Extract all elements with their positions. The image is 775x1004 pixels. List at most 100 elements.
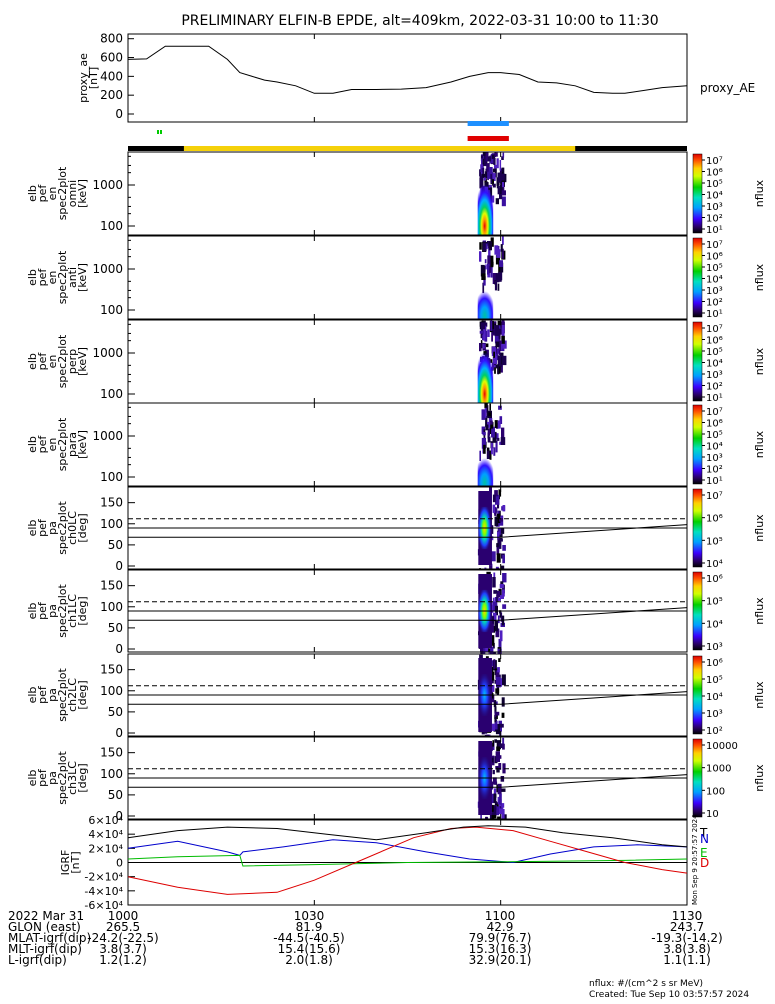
spec-y-label-line: spec2plot [56, 334, 69, 388]
footer-value: -19.3(-14.2) [651, 931, 722, 945]
pa-pixel [493, 788, 497, 798]
pa-pixel [502, 545, 506, 551]
spec-pixel [499, 416, 503, 424]
spec-y-label-line: para [66, 432, 79, 457]
spec-y-label-line: elb [26, 436, 39, 453]
footer-value: 3.8(3.7) [99, 942, 147, 956]
spec-pixel [479, 169, 483, 177]
footer-value: 81.9 [296, 920, 323, 934]
spec-pixel [498, 355, 503, 368]
pa-pixel [499, 584, 504, 589]
spec-cbar-label: 10⁶ [706, 168, 723, 179]
spec-y-label-line: spec2plot [56, 250, 69, 304]
pa-frame [127, 736, 688, 820]
spec-pixel [481, 437, 486, 449]
spec-cbar-label: 10¹ [706, 309, 723, 320]
spec-pixel [487, 255, 491, 267]
ae-y-tick-label: 600 [100, 51, 123, 65]
pa-frame [127, 653, 688, 737]
spec-pixel [490, 420, 493, 425]
pa-pixel [496, 543, 499, 548]
pa-y-label-line: ch1LC [66, 594, 79, 628]
pa-pixel [492, 814, 497, 819]
pa-pixel [502, 737, 505, 749]
pa-pixel [492, 597, 495, 602]
spec-frame [127, 235, 688, 320]
pa-y-label-line: elb [26, 520, 39, 537]
pa-y-label-line: pa [46, 688, 59, 702]
igrf-legend-T: T [699, 826, 708, 840]
pa-pixel [501, 674, 506, 686]
pa-pixel [496, 677, 501, 688]
pa-cbar-label: 10⁴ [706, 559, 723, 570]
spec-pixel [495, 273, 500, 283]
spec-pixel [493, 157, 496, 165]
pa-pixel [491, 723, 496, 731]
pa-pixel [496, 553, 501, 563]
spec-pixel [493, 447, 496, 456]
pa-pixel [492, 777, 497, 785]
pa-pixel [496, 746, 500, 752]
pa-loss-cone-line [128, 691, 688, 705]
pa-pixel [498, 489, 502, 497]
spec-flux-region [477, 284, 494, 319]
pa-pixel [498, 638, 502, 649]
spec-pixel [479, 251, 482, 262]
spec-pixel [488, 265, 492, 273]
pa-y-tick-label: 150 [100, 746, 123, 760]
pa-pixel [490, 646, 494, 654]
pa-y-label-line: spec2plot [56, 668, 69, 722]
spec-pixel [500, 244, 503, 252]
pa-pixel [496, 546, 500, 555]
spec-cbar-label: 10⁵ [706, 430, 723, 441]
spec-y-label-line: elb [26, 269, 39, 286]
spec-pixel [495, 255, 500, 265]
footer-value: 265.5 [106, 920, 140, 934]
pa-pixel [494, 720, 498, 730]
spec-pixel [501, 156, 504, 160]
igrf-legend-E: E [700, 846, 708, 860]
footer-value: -44.5(-40.5) [273, 931, 344, 945]
spec-pixel [501, 325, 505, 337]
spec-y-label-line: en [46, 438, 59, 452]
pa-colorbar [692, 655, 703, 735]
ae-frame [127, 33, 688, 123]
spec-cbar-label: 10⁷ [706, 407, 723, 418]
pa-y-tick-label: 0 [115, 809, 123, 823]
pa-pixel [501, 712, 505, 718]
spec-pixel [485, 168, 488, 179]
igrf-y-tick-label: -2×10⁴ [84, 871, 123, 884]
spec-cbar-label: 10⁴ [706, 275, 723, 286]
footer-value: 79.9(76.7) [469, 931, 532, 945]
pa-y-tick-label: 0 [115, 559, 123, 573]
pa-cbar-label: 10⁵ [706, 536, 723, 547]
pa-y-tick-label: 0 [115, 726, 123, 740]
pa-pixel [496, 806, 500, 816]
spec-pixel [483, 444, 486, 454]
pa-cbar-title: nflux [753, 681, 766, 709]
spec-pixel [493, 351, 495, 358]
pa-pixel [486, 648, 491, 652]
igrf-legend-D: D [700, 856, 709, 870]
pa-y-tick-label: 150 [100, 496, 123, 510]
pa-y-label-line: ch2LC [66, 678, 79, 712]
spec-pixel [487, 263, 490, 275]
spec-cbar-label: 10¹ [706, 225, 723, 236]
spec-cbar-label: 10¹ [706, 393, 723, 404]
footer-value: 1030 [294, 909, 325, 923]
pa-pixel [501, 788, 506, 792]
spec-pixel [490, 266, 493, 278]
spec-pixel [500, 184, 503, 194]
pa-pixel [494, 717, 497, 721]
igrf-legend-N: N [700, 832, 709, 846]
pa-pixel [500, 565, 505, 571]
footer-note-units: nflux: #/(cm^2 s sr MeV) [589, 979, 703, 989]
spec-flux-region [477, 343, 494, 403]
spec-pixel [499, 168, 503, 174]
